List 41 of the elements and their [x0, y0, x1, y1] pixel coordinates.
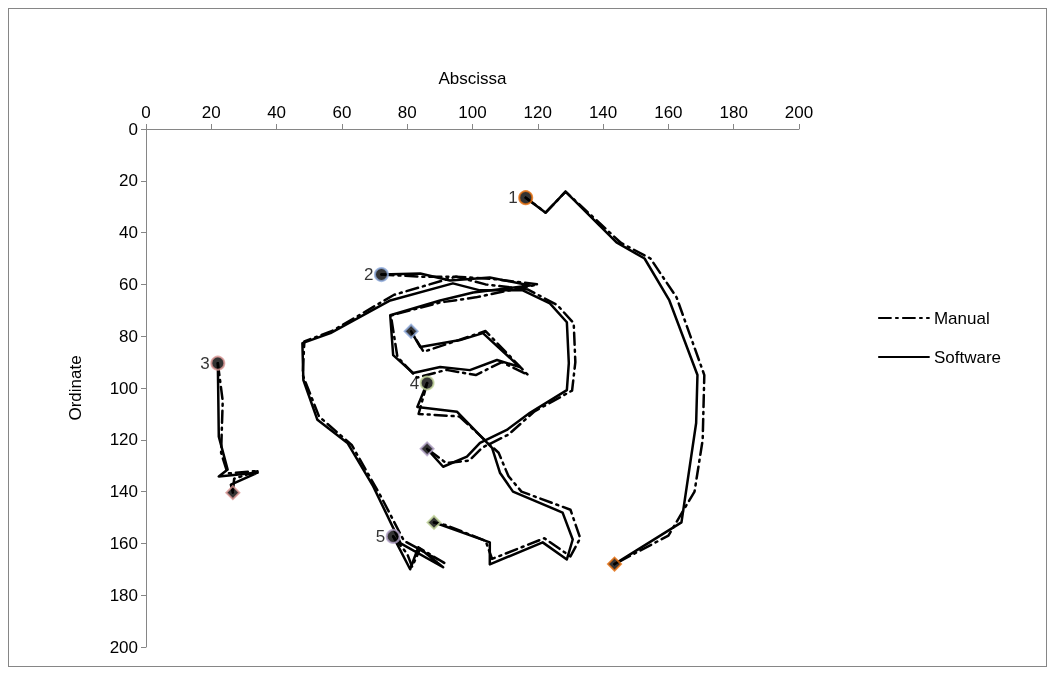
legend-label: Software — [933, 347, 1002, 367]
y-tick-label: 0 — [128, 119, 138, 139]
point — [385, 528, 401, 544]
x-tick-label: 80 — [397, 103, 417, 122]
y-tick-label: 60 — [119, 274, 138, 294]
x-tick-label: 20 — [201, 103, 221, 122]
legend-label: Manual — [933, 308, 990, 328]
y-tick-label: 200 — [109, 637, 138, 657]
x-tick-label: 200 — [784, 103, 814, 122]
y-tick-label: 140 — [109, 482, 138, 502]
y-tick-label: 80 — [119, 326, 138, 346]
x-tick-label: 100 — [458, 103, 487, 122]
y-tick-label: 120 — [109, 430, 138, 450]
point — [373, 267, 389, 283]
annotation: 1 — [508, 188, 518, 208]
x-tick-label: 120 — [523, 103, 552, 122]
point — [225, 485, 241, 501]
point — [426, 514, 442, 530]
y-tick-label: 180 — [109, 585, 138, 605]
y-tick-label: 20 — [119, 171, 138, 191]
point — [419, 375, 435, 391]
annotation: 2 — [363, 265, 374, 285]
annotation: 4 — [409, 373, 420, 393]
annotation: 5 — [375, 526, 386, 546]
point — [419, 441, 435, 457]
x-tick-label: 140 — [588, 103, 618, 122]
x-tick-label: 40 — [267, 103, 287, 122]
x-tick-label: 60 — [332, 103, 352, 122]
y-tick-label: 100 — [109, 378, 138, 398]
y-tick-label: 160 — [109, 533, 138, 553]
x-tick-label: 0 — [141, 103, 151, 122]
point — [210, 355, 226, 371]
point — [607, 556, 623, 572]
y-tick-label: 40 — [119, 223, 138, 243]
point — [403, 323, 419, 339]
point — [518, 190, 534, 206]
y-axis-title: Ordinate — [66, 355, 85, 421]
x-axis-title: Abscissa — [438, 69, 508, 88]
annotation: 3 — [200, 353, 210, 373]
x-tick-label: 160 — [654, 103, 683, 122]
x-tick-label: 180 — [719, 103, 748, 122]
